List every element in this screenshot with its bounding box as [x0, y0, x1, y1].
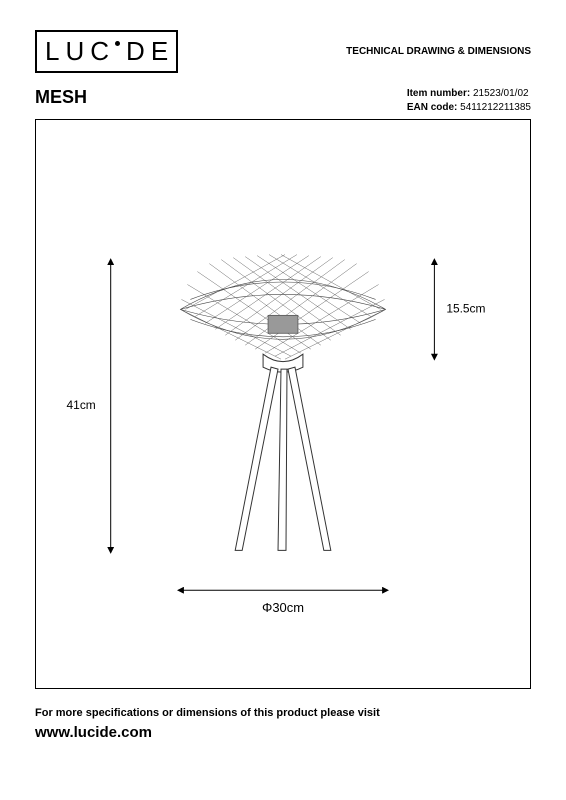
ean-line: EAN code: 5411212211385 — [407, 101, 531, 115]
header-row: L U C D E TECHNICAL DRAWING & DIMENSIONS — [35, 30, 531, 73]
lamp-shade — [180, 255, 385, 360]
item-number-label: Item number: — [407, 88, 470, 99]
dim-total-height-label: 41cm — [67, 398, 96, 412]
logo-letter: C — [90, 36, 109, 67]
item-number-line: Item number: 21523/01/02 — [407, 87, 531, 101]
dim-total-height: 41cm — [67, 262, 111, 551]
item-number-value: 21523/01/02 — [473, 88, 529, 99]
dim-diameter: Φ30cm — [180, 590, 385, 615]
logo-letter: E — [151, 36, 168, 67]
brand-logo: L U C D E — [35, 30, 178, 73]
footer: For more specifications or dimensions of… — [35, 705, 531, 744]
logo-letter: U — [65, 36, 84, 67]
footer-url: www.lucide.com — [35, 722, 531, 745]
technical-drawing-box: 41cm 15.5cm Φ30cm — [35, 119, 531, 689]
tripod-legs — [235, 354, 331, 550]
item-info: Item number: 21523/01/02 EAN code: 54112… — [407, 87, 531, 115]
logo-dot-icon — [115, 41, 120, 46]
dim-shade-height-label: 15.5cm — [446, 301, 485, 315]
footer-text: For more specifications or dimensions of… — [35, 705, 531, 722]
dim-shade-height: 15.5cm — [434, 262, 485, 358]
ean-label: EAN code: — [407, 102, 458, 113]
logo-letter: D — [126, 36, 145, 67]
product-name: MESH — [35, 87, 87, 108]
technical-drawing-svg: 41cm 15.5cm Φ30cm — [36, 120, 530, 688]
logo-letter: L — [45, 36, 59, 67]
dim-diameter-label: Φ30cm — [262, 600, 304, 615]
subheader-row: MESH Item number: 21523/01/02 EAN code: … — [35, 87, 531, 115]
page-title: TECHNICAL DRAWING & DIMENSIONS — [346, 46, 531, 57]
ean-value: 5411212211385 — [460, 102, 531, 113]
